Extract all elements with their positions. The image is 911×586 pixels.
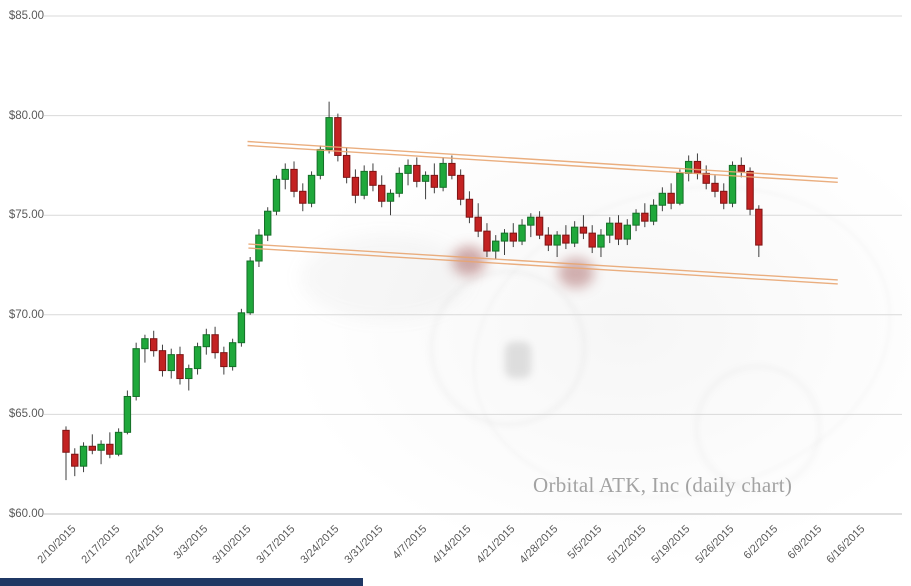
candle-up — [518, 224, 526, 242]
candle-down — [351, 176, 360, 196]
candle-up — [132, 348, 140, 397]
candle-up — [606, 222, 614, 236]
candle-up — [439, 162, 447, 188]
y-axis-label: $80.00 — [8, 109, 44, 122]
candle-down — [71, 453, 79, 467]
candle-up — [228, 342, 237, 368]
candle-down — [220, 352, 228, 368]
candle-up — [281, 168, 289, 180]
trendline-lower-channel — [248, 243, 838, 281]
candle-up — [202, 334, 211, 348]
candle-up — [272, 178, 281, 212]
candle-down — [62, 429, 70, 453]
y-axis-label: $65.00 — [8, 408, 44, 421]
candle-down — [378, 184, 386, 202]
candle-down — [334, 117, 342, 156]
y-axis-label: $85.00 — [8, 10, 44, 22]
candle-up — [658, 192, 667, 206]
candle-down — [369, 170, 377, 186]
candle-up — [123, 395, 132, 433]
candle-down — [535, 216, 544, 236]
candle-down — [544, 234, 553, 246]
trendline-upper-channel — [247, 140, 838, 180]
candle-up — [421, 174, 430, 182]
candle-down — [211, 334, 219, 354]
candle-up — [623, 224, 631, 240]
candle-down — [641, 212, 649, 222]
candle-up — [632, 212, 640, 226]
candle-up — [185, 368, 193, 380]
candle-down — [290, 168, 298, 192]
candle-down — [509, 232, 517, 242]
candle-down — [579, 226, 588, 234]
candle-up — [570, 226, 579, 244]
candle-up — [500, 232, 509, 242]
candle-down — [702, 172, 710, 184]
candle-up — [492, 240, 500, 252]
candle-down — [342, 154, 351, 178]
candle-down — [448, 162, 456, 176]
candle-up — [676, 172, 684, 204]
candle-down — [474, 216, 482, 232]
candle-down — [430, 174, 439, 188]
candle-up — [79, 445, 88, 467]
candle-down — [483, 230, 491, 252]
candle-up — [193, 346, 202, 370]
bottom-blue-bar — [0, 578, 363, 586]
chart-title-watermark: Orbital ATK, Inc (daily chart) — [533, 473, 793, 497]
candle-down — [150, 338, 158, 352]
candle-up — [316, 148, 325, 176]
candle-down — [746, 170, 754, 210]
candle-down — [413, 164, 421, 182]
candle-down — [106, 443, 114, 455]
candle-up — [684, 160, 693, 174]
candle-down — [456, 174, 465, 200]
candle-down — [88, 445, 97, 451]
candle-down — [614, 222, 623, 240]
candle-up — [325, 117, 333, 150]
candle-up — [404, 164, 412, 174]
candle-down — [588, 232, 596, 248]
candle-up — [649, 204, 658, 222]
candle-up — [264, 210, 272, 236]
candle-up — [597, 234, 605, 248]
candle-up — [114, 431, 123, 455]
candle-down — [667, 192, 675, 204]
candle-down — [720, 190, 728, 204]
y-axis-label: $70.00 — [8, 308, 44, 321]
candle-up — [553, 234, 561, 246]
candle-up — [97, 443, 105, 451]
candle-down — [693, 160, 702, 174]
candle-up — [395, 172, 403, 194]
candle-up — [527, 216, 535, 226]
candle-down — [176, 354, 184, 380]
candle-up — [141, 338, 149, 350]
candle-down — [299, 190, 307, 204]
candle-up — [728, 164, 737, 204]
candle-down — [737, 164, 745, 172]
candle-up — [386, 192, 395, 202]
candle-up — [167, 354, 175, 372]
candle-up — [237, 312, 246, 344]
trendline-lower-channel — [248, 247, 838, 285]
candle-up — [307, 174, 316, 204]
candle-down — [562, 234, 570, 244]
candle-down — [711, 182, 719, 192]
candle-down — [465, 198, 474, 218]
candle-up — [360, 170, 368, 196]
y-axis-label: $75.00 — [8, 209, 44, 222]
candle-up — [246, 260, 254, 314]
y-axis-label: $60.00 — [8, 508, 44, 520]
trendline-upper-channel — [247, 144, 838, 184]
candle-down — [158, 350, 167, 372]
candle-down — [755, 208, 763, 246]
